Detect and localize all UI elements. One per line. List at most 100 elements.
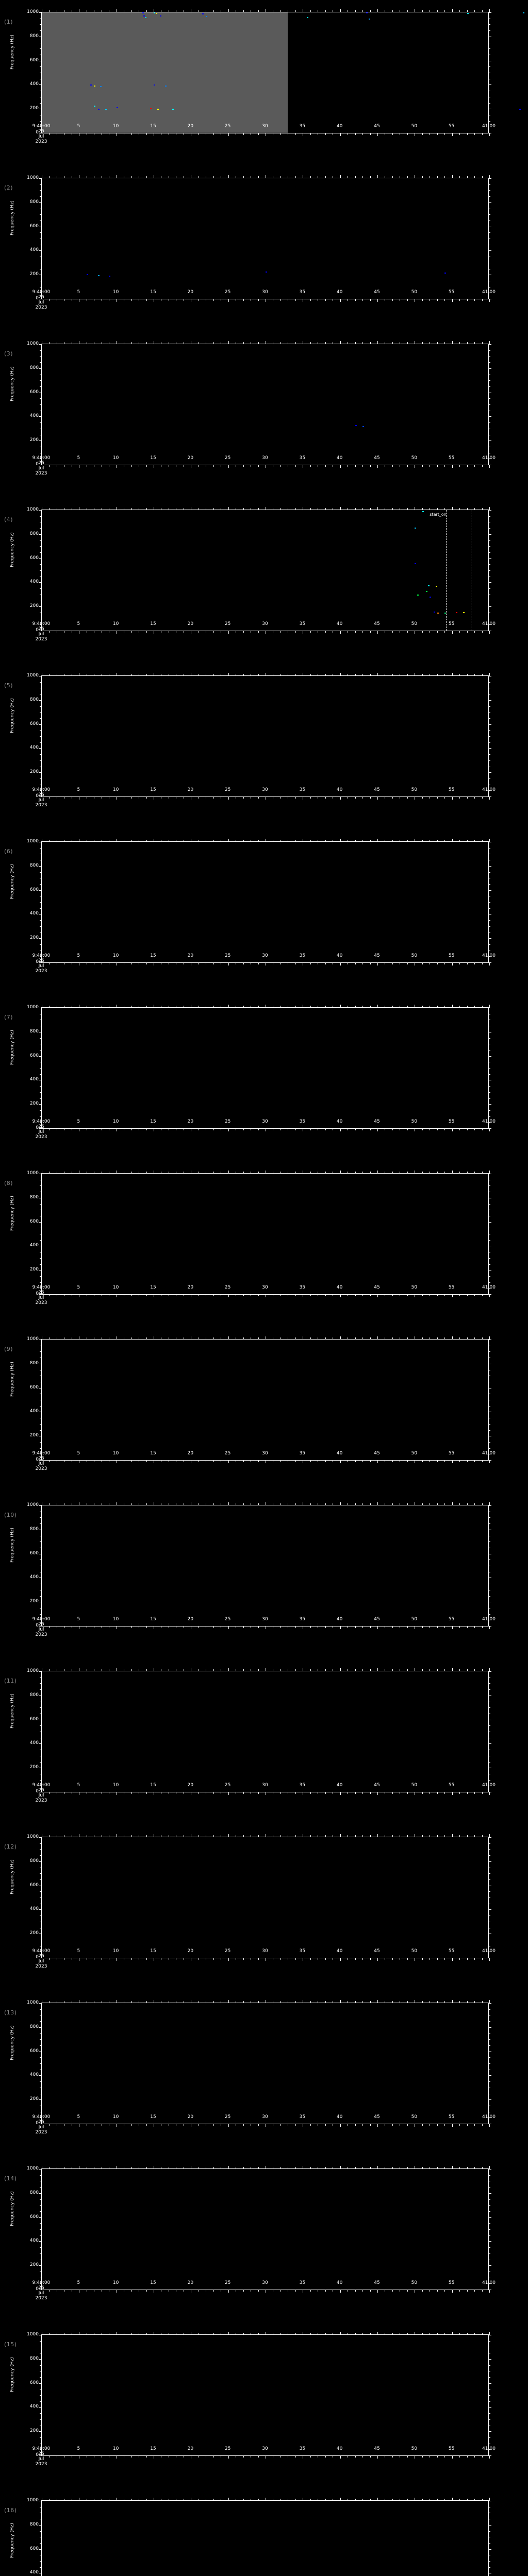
y-tick-major [39,2549,42,2550]
x-tick-label: 41:00 [482,1948,496,1954]
y-tick-minor-right [488,546,490,547]
x-tick-label: 15 [150,953,156,958]
x-tick-minor-top [295,1006,296,1008]
x-tick-label: 25 [224,787,231,792]
y-tick-minor [40,380,42,381]
y-tick-minor [40,2057,42,2058]
y-tick-minor-right [488,1288,490,1289]
y-tick-minor-right [488,2413,490,2414]
panel-16: (16)Frequency (Hz)020040060080010009:40:… [0,2488,528,2576]
x-tick-label: 55 [448,1617,455,1622]
x-tick-minor-top [482,2499,483,2501]
x-tick-minor [482,1792,483,1794]
y-tick-minor-right [488,540,490,541]
y-tick-label: 400 [29,2404,39,2410]
x-tick-minor [325,2124,326,2126]
x-tick-minor-top [131,2333,132,2335]
y-tick-major-right [488,1505,491,1506]
y-tick-label: 800 [29,862,39,868]
y-tick-minor-right [488,2247,490,2248]
plot-area-6: 0 200 400 600 800 1000 [27,839,491,965]
x-tick-major-top [489,341,490,344]
x-tick-minor [467,1958,468,1960]
x-tick-minor [280,1958,281,1960]
y-tick-minor-right [488,1098,490,1099]
x-tick-minor [482,1626,483,1628]
x-tick-minor [407,1958,408,1960]
y-tick-minor [40,1725,42,1726]
x-tick-minor-top [392,1669,393,1671]
x-tick-minor [325,1128,326,1130]
y-tick-minor-right [488,362,490,363]
x-tick-minor-top [325,10,326,12]
x-tick-minor-top [482,342,483,344]
y-tick-label: 800 [29,1194,39,1200]
x-tick-label: 20 [187,124,194,129]
x-tick-major-top [228,1336,229,1340]
x-tick-minor-top [355,10,356,12]
x-tick-minor-top [459,2001,460,2003]
x-tick-label: 20 [187,2114,194,2120]
y-tick-minor [40,350,42,351]
x-tick-minor-top [407,2333,408,2335]
x-tick-minor [355,1626,356,1628]
y-tick-major [39,202,42,203]
x-tick-minor-top [295,508,296,510]
y-tick-major [39,178,42,179]
x-tick-minor-top [146,2167,147,2169]
x-tick-minor-top [131,10,132,12]
x-tick-minor-top [422,342,423,344]
y-tick-minor-right [488,2063,490,2064]
trace-pixel [519,109,521,110]
y-tick-minor-right [488,2531,490,2532]
y-axis-label: Frequency (Hz) [10,1859,15,1894]
y-tick-major-right [488,202,491,203]
x-tick-minor-top [467,1835,468,1837]
x-tick-minor [355,2455,356,2458]
x-tick-minor-top [131,176,132,178]
x-tick-label: 10 [112,1948,119,1954]
x-tick-minor [49,2455,50,2458]
x-tick-minor [474,1460,475,1462]
x-tick-minor [243,1626,244,1628]
y-tick-label: 200 [29,1599,39,1604]
y-tick-major [39,2169,42,2170]
x-tick-minor-top [422,1172,423,1174]
x-tick-label: 30 [262,621,268,626]
x-tick-minor-top [467,2167,468,2169]
x-tick-major [377,465,378,468]
x-tick-minor-top [258,1503,259,1505]
x-tick-minor [407,2455,408,2458]
y-tick-minor [40,1677,42,1678]
y-tick-label: 0 [36,296,39,301]
x-tick-label: 50 [411,290,418,295]
y-tick-major-right [488,1128,491,1129]
x-tick-minor [467,1294,468,1296]
x-tick-minor-top [444,2001,446,2003]
x-tick-major-top [489,2000,490,2003]
y-tick-major [39,1909,42,1910]
x-tick-minor [258,1294,259,1296]
x-tick-minor-top [422,1835,423,1837]
y-tick-minor [40,1855,42,1856]
x-tick-minor [355,2290,356,2292]
x-tick-label: 25 [224,455,231,461]
y-tick-label: 1000 [27,9,39,14]
x-tick-minor [258,465,259,467]
y-tick-major [39,416,42,417]
y-tick-minor [40,2187,42,2188]
y-tick-minor-right [488,1614,490,1615]
x-tick-minor-top [437,674,438,676]
y-tick-minor [40,1523,42,1524]
y-tick-minor-right [488,1891,490,1892]
trace-pixel [116,107,118,109]
x-tick-minor [482,465,483,467]
x-tick-minor [437,465,438,467]
y-tick-major-right [488,416,491,417]
x-tick-minor [422,465,423,467]
x-tick-minor [280,1626,281,1628]
y-tick-major [39,1222,42,1223]
x-tick-minor-top [213,1172,214,1174]
x-tick-minor [146,1294,147,1296]
y-tick-minor [40,624,42,625]
